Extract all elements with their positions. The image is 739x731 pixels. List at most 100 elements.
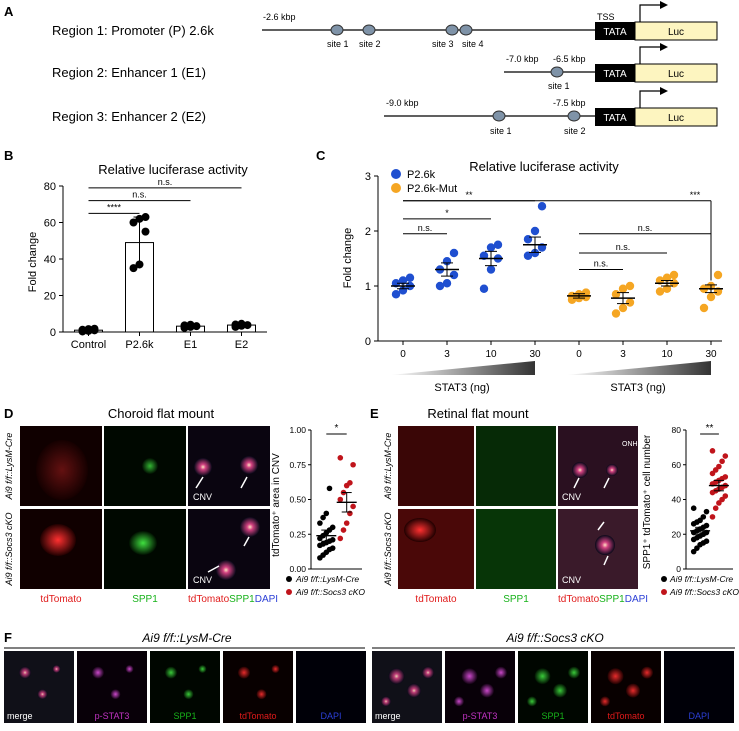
e-arrow-icon — [603, 477, 610, 489]
panel-letter-e: E — [370, 406, 379, 421]
d-data-point — [337, 455, 344, 461]
f-signal-blob — [600, 696, 610, 707]
e-channel-merge: tdTomatoSPP1DAPI — [558, 594, 648, 605]
chart-b-title: Relative luciferase activity — [98, 162, 248, 177]
f-channel-label: DAPI — [320, 711, 341, 721]
c-sig-label: * — [445, 208, 449, 218]
b-sig-label: n.s. — [132, 190, 147, 200]
d-blob — [40, 524, 76, 556]
c-sig-label: n.s. — [418, 223, 433, 233]
e-data-point — [722, 493, 729, 499]
c-data-point — [449, 248, 459, 258]
e-merge-tdtomato: tdTomato — [558, 594, 600, 605]
e-merge-spp1: SPP1 — [599, 594, 625, 605]
e-data-point — [703, 508, 710, 515]
d-y-tick-label: 0.75 — [289, 460, 306, 470]
d-row-label-2: Ai9 f/f::Socs3 cKO — [4, 512, 14, 586]
d-data-point — [329, 545, 336, 551]
region-1-luc-box — [634, 21, 718, 41]
d-data-point — [329, 537, 336, 543]
e-blob — [404, 518, 436, 542]
region-3-site-1-marker — [492, 110, 506, 122]
f-signal-blob — [183, 689, 194, 700]
e-y-tick-label: 80 — [672, 425, 682, 435]
b-x-tick-label: Control — [71, 339, 106, 351]
panel-letter-b: B — [4, 148, 13, 163]
f-group-2-title: Ai9 f/f::Socs3 cKO — [505, 631, 603, 645]
f-channel-label: tdTomato — [239, 711, 276, 721]
chart-c-ylabel: Fold change — [342, 228, 354, 289]
f-signal-blob — [480, 683, 494, 698]
d-data-point — [347, 480, 353, 486]
c-x-tick-label: 30 — [529, 349, 541, 360]
region-2-luc-box — [634, 63, 718, 83]
f-signal-blob — [19, 666, 31, 679]
f-signal-blob — [495, 666, 507, 679]
c-data-point — [699, 303, 709, 313]
b-data-point — [84, 325, 93, 334]
f-img-2-3 — [518, 651, 588, 723]
f-channel-label: SPP1 — [541, 711, 564, 721]
e-img-r1-spp1 — [476, 426, 556, 506]
c-data-point — [530, 226, 540, 236]
c-data-point — [398, 276, 408, 285]
legend-p26k-mut: P2.6k-Mut — [407, 183, 457, 195]
e-channel-spp1: SPP1 — [503, 594, 529, 605]
c-data-point — [449, 270, 459, 280]
d-legend-socs3-marker — [286, 589, 292, 595]
c-data-point — [530, 248, 540, 258]
f-signal-blob — [110, 689, 121, 700]
c-x-tick-label: 0 — [576, 349, 582, 360]
b-sig-label: n.s. — [158, 177, 173, 187]
c-data-point — [625, 298, 635, 307]
b-x-tick-label: P2.6k — [125, 339, 154, 351]
d-data-point — [326, 485, 333, 492]
e-data-point — [700, 514, 707, 520]
region-3-tata: TATA — [603, 113, 627, 124]
b-x-tick-label: E1 — [184, 339, 197, 351]
panel-d-title: Choroid flat mount — [108, 406, 215, 421]
e-data-point — [712, 505, 719, 511]
d-data-point — [350, 503, 356, 510]
e-y-tick-label: 60 — [672, 460, 682, 470]
c-data-point — [669, 270, 679, 280]
f-img-1-3 — [150, 651, 220, 723]
c-sig-label: n.s. — [638, 223, 653, 233]
c-data-point — [611, 309, 621, 318]
e-blob — [595, 535, 615, 555]
b-data-point — [237, 319, 246, 328]
b-x-tick-label: E2 — [235, 339, 248, 351]
f-signal-blob — [125, 665, 134, 673]
f-group-1-title: Ai9 f/f::LysM-Cre — [141, 631, 231, 645]
c-data-point — [523, 235, 533, 244]
e-data-point — [709, 448, 716, 454]
c-sig-label: n.s. — [616, 242, 631, 252]
d-data-point — [320, 514, 326, 521]
f-signal-blob — [527, 696, 537, 707]
region-1-tata: TATA — [603, 27, 627, 38]
chart-c-title: Relative luciferase activity — [469, 159, 619, 174]
d-y-tick-label: 1.00 — [289, 425, 306, 435]
c-data-point — [486, 265, 496, 274]
c-data-point — [479, 284, 489, 293]
panel-b: B Relative luciferase activity Fold chan… — [4, 148, 267, 351]
f-signal-blob — [165, 666, 177, 679]
region-1-site-1: site 1 — [327, 39, 349, 49]
f-signal-blob — [553, 683, 567, 698]
c-y-tick-label: 1 — [365, 281, 371, 293]
region-1-site-2-marker — [362, 24, 376, 36]
b-data-point — [192, 322, 201, 331]
e-row-label-1: Ai9 f/f::LysM-Cre — [383, 433, 393, 501]
chart-b-ylabel: Fold change — [27, 232, 39, 293]
d-row-label-1: Ai9 f/f::LysM-Cre — [4, 433, 14, 501]
c-sig-label: *** — [690, 190, 701, 200]
f-signal-blob — [256, 689, 267, 700]
d-data-point — [337, 535, 344, 542]
e-y-tick-label: 20 — [672, 529, 682, 539]
c-data-point — [405, 273, 415, 282]
d-cnv-label-2: CNV — [193, 575, 212, 585]
f-channel-label: SPP1 — [173, 711, 196, 721]
e-legend-lysm-marker — [661, 576, 667, 582]
d-blob — [36, 440, 88, 500]
